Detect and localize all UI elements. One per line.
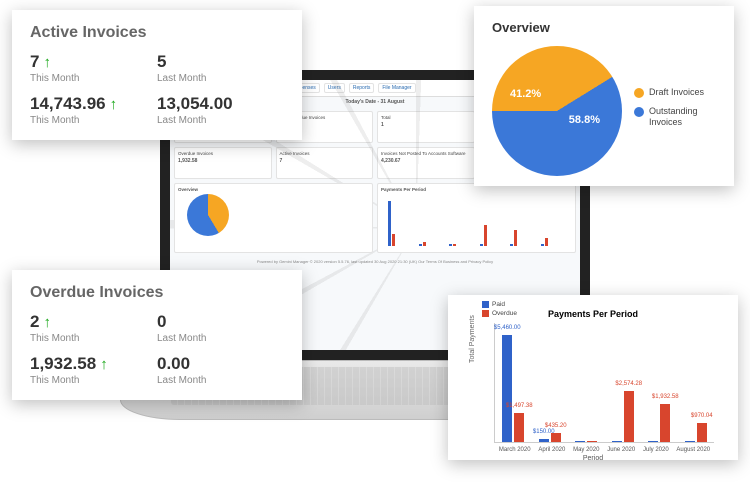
bar-paid: $5,460.00: [502, 335, 512, 442]
active-invoices-card: Active Invoices 7↑ This Month 5 Last Mon…: [12, 10, 302, 140]
mini-payments-bar: Payments Per Period: [377, 183, 576, 253]
pie-chart: 41.2% 58.8%: [492, 46, 622, 176]
stat-this-amount: 14,743.96↑ This Month: [30, 94, 157, 126]
x-tick-label: August 2020: [676, 447, 710, 453]
nav-item[interactable]: Reports: [349, 83, 375, 93]
legend-item: Outstanding Invoices: [634, 106, 716, 128]
x-tick-label: June 2020: [607, 447, 635, 453]
bar-paid: [575, 441, 585, 442]
mini-stat-card: Active Invoices7: [276, 147, 374, 179]
bar-overdue: $1,932.58: [660, 404, 670, 442]
mini-stat-card: Total1: [377, 111, 475, 143]
stat-this-count: 7↑ This Month: [30, 52, 157, 84]
bar-group: $970.04: [685, 423, 707, 442]
x-tick-label: March 2020: [499, 447, 531, 453]
stat-last-amount: 13,054.00 Last Month: [157, 94, 284, 126]
overview-pie-card: Overview 41.2% 58.8% Draft Invoices Outst…: [474, 6, 734, 186]
card-title: Active Invoices: [30, 24, 284, 42]
arrow-up-icon: ↑: [110, 97, 118, 112]
stat-last-count: 5 Last Month: [157, 52, 284, 84]
bar-overdue: $2,574.28: [624, 391, 634, 442]
overdue-invoices-card: Overdue Invoices 2↑ This Month 0 Last Mo…: [12, 270, 302, 400]
stat-this-count: 2↑ This Month: [30, 312, 157, 344]
bar-overdue: $970.04: [697, 423, 707, 442]
stat-this-amount: 1,932.58↑ This Month: [30, 354, 157, 386]
legend-item: Draft Invoices: [634, 87, 716, 98]
bar-group: $150.00$435.20: [539, 433, 561, 442]
bar-group: $1,932.58: [648, 404, 670, 442]
x-tick-label: May 2020: [573, 447, 599, 453]
x-tick-label: April 2020: [538, 447, 565, 453]
arrow-up-icon: ↑: [43, 55, 51, 70]
bar-paid: [685, 441, 695, 442]
bar-overdue: $1,497.38: [514, 413, 524, 442]
bar-group: [575, 441, 597, 442]
x-axis-label: Period: [466, 455, 720, 462]
bar-overdue: $435.20: [551, 433, 561, 442]
bar-legend: Paid Overdue: [482, 301, 517, 319]
bar-paid: [648, 441, 658, 442]
bar-group: $5,460.00$1,497.38: [502, 335, 524, 442]
mini-stat-card: Invoices Not Posted To Accounts Software…: [377, 147, 475, 179]
bar-paid: [612, 441, 622, 442]
bar-paid: $150.00: [539, 439, 549, 442]
card-title: Overdue Invoices: [30, 284, 284, 302]
stat-last-count: 0 Last Month: [157, 312, 284, 344]
bar-chart: Total Payments $5,460.00$1,497.38$150.00…: [494, 323, 714, 443]
bar-overdue: [587, 441, 597, 442]
mini-charts-row: Overview Payments Per Period: [170, 183, 580, 257]
pie-slice-label: 41.2%: [510, 88, 541, 100]
mini-stat-card: Overdue Invoices1,932.58: [174, 147, 272, 179]
pie-legend: Draft Invoices Outstanding Invoices: [634, 87, 716, 136]
chart-title: Overview: [492, 20, 716, 35]
x-tick-label: July 2020: [643, 447, 669, 453]
arrow-up-icon: ↑: [100, 357, 108, 372]
x-axis: March 2020 April 2020 May 2020 June 2020 Jul…: [495, 447, 714, 453]
footer-text: Powered by Gemini Manager © 2020 version…: [170, 257, 580, 266]
legend-item: Overdue: [482, 310, 517, 317]
pie-slice-label: 58.8%: [569, 114, 600, 126]
stat-last-amount: 0.00 Last Month: [157, 354, 284, 386]
nav-item[interactable]: Users: [324, 83, 345, 93]
bar-group: $2,574.28: [612, 391, 634, 442]
nav-item[interactable]: File Manager: [378, 83, 415, 93]
payments-bar-card: Payments Per Period PaidOverdue Total Pa…: [448, 295, 738, 460]
mini-overview-pie: Overview: [174, 183, 373, 253]
legend-item: Paid: [482, 301, 517, 308]
y-axis-label: Total Payments: [469, 315, 476, 363]
arrow-up-icon: ↑: [43, 315, 51, 330]
